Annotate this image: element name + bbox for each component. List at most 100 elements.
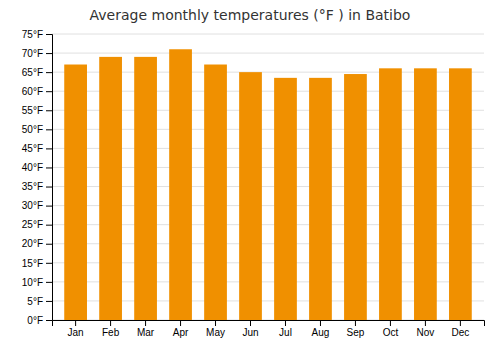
bar [134, 57, 157, 320]
bar [169, 49, 192, 320]
tick-label: 65°F [22, 67, 43, 78]
tick-mark [46, 110, 52, 111]
tick-label: 15°F [22, 258, 43, 269]
bar [344, 74, 367, 320]
tick-mark [285, 320, 286, 326]
tick-mark [46, 282, 52, 283]
tick-label: 55°F [22, 105, 43, 116]
grid-line [52, 34, 484, 35]
tick-label: Jan [68, 327, 84, 338]
tick: 0°F [27, 315, 52, 326]
tick-label: Oct [383, 327, 399, 338]
tick-label: Mar [137, 327, 155, 338]
grid-line [52, 53, 484, 54]
grid [52, 34, 484, 320]
tick-mark [46, 167, 52, 168]
bar [204, 65, 227, 320]
axis-line [53, 321, 485, 327]
tick-mark [145, 320, 146, 326]
tick-label: 50°F [22, 124, 43, 135]
tick-mark [46, 206, 52, 207]
y-axis: 0°F 5°F 10°F 15°F 20°F 25°F 30°F 35°F 40°F 45°F 50… [22, 29, 53, 326]
tick: 25°F [22, 219, 52, 230]
tick: 60°F [22, 86, 52, 97]
tick-label: 75°F [22, 29, 43, 40]
tick-label: Feb [102, 327, 120, 338]
tick-label: 20°F [22, 238, 43, 249]
tick-label: Jul [279, 327, 292, 338]
tick: 50°F [22, 124, 52, 135]
tick-mark [46, 34, 52, 35]
bar [274, 78, 297, 320]
tick-label: Apr [173, 327, 189, 338]
tick-label: 60°F [22, 86, 43, 97]
tick: Sep [347, 320, 365, 338]
bar [239, 72, 262, 320]
tick: Apr [173, 320, 189, 338]
tick-mark [46, 129, 52, 130]
tick-label: 5°F [27, 296, 43, 307]
tick-label: 70°F [22, 48, 43, 59]
tick: May [206, 320, 225, 338]
tick: Jan [68, 320, 84, 338]
bar [64, 65, 87, 320]
tick: Oct [383, 320, 399, 338]
tick: Nov [417, 320, 435, 338]
tick: 5°F [27, 296, 52, 307]
tick-mark [110, 320, 111, 326]
tick-mark [320, 320, 321, 326]
bar [414, 68, 437, 320]
tick: 35°F [22, 181, 52, 192]
tick: 55°F [22, 105, 52, 116]
bar [309, 78, 332, 320]
tick-label: 30°F [22, 200, 43, 211]
tick: 30°F [22, 200, 52, 211]
tick: 75°F [22, 29, 52, 40]
chart: 0°F 5°F 10°F 15°F 20°F 25°F 30°F 35°F 40°F 45°F 50… [0, 0, 500, 350]
tick-mark [46, 301, 52, 302]
tick-label: Aug [312, 327, 330, 338]
tick-label: 45°F [22, 143, 43, 154]
tick: 70°F [22, 48, 52, 59]
tick-mark [460, 320, 461, 326]
tick: 10°F [22, 277, 52, 288]
tick-mark [215, 320, 216, 326]
tick-mark [250, 320, 251, 326]
tick-mark [46, 187, 52, 188]
tick-label: 35°F [22, 181, 43, 192]
tick-mark [75, 320, 76, 326]
tick: Mar [137, 320, 155, 338]
bar [99, 57, 122, 320]
tick: Jun [242, 320, 258, 338]
tick-mark [390, 320, 391, 326]
tick-label: May [206, 327, 225, 338]
bars [64, 49, 472, 320]
tick-label: 0°F [27, 315, 43, 326]
bar [449, 68, 472, 320]
axis-line [46, 35, 53, 321]
tick-mark [46, 53, 52, 54]
tick: 20°F [22, 238, 52, 249]
tick: 15°F [22, 258, 52, 269]
tick-label: 40°F [22, 162, 43, 173]
tick-mark [46, 72, 52, 73]
tick-mark [180, 320, 181, 326]
tick-label: 25°F [22, 219, 43, 230]
tick: Jul [279, 320, 292, 338]
tick: 45°F [22, 143, 52, 154]
tick-mark [46, 91, 52, 92]
x-axis: JanFebMarAprMayJunJulAugSepOctNovDec [53, 320, 485, 338]
tick-mark [355, 320, 356, 326]
tick-mark [46, 148, 52, 149]
tick: 40°F [22, 162, 52, 173]
plot: 0°F 5°F 10°F 15°F 20°F 25°F 30°F 35°F 40°F 45°F 50… [22, 29, 485, 338]
tick-mark [46, 225, 52, 226]
tick-mark [46, 320, 52, 321]
tick-label: Jun [242, 327, 258, 338]
tick-label: 10°F [22, 277, 43, 288]
tick-mark [46, 263, 52, 264]
tick-mark [425, 320, 426, 326]
title: Average monthly temperatures (°F ) in Ba… [90, 7, 411, 23]
tick: 65°F [22, 67, 52, 78]
tick-label: Nov [417, 327, 435, 338]
